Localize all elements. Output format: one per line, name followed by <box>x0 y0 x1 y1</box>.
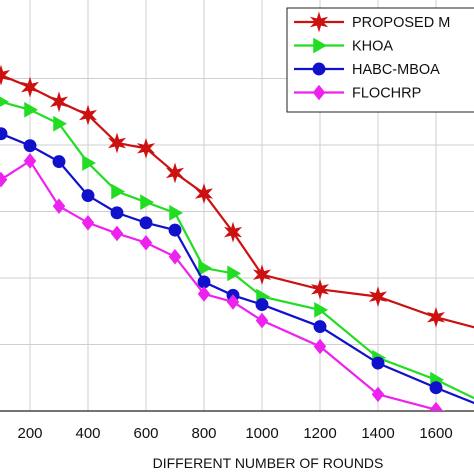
x-tick-label: 1600 <box>419 425 452 442</box>
data-point-marker <box>255 312 269 329</box>
x-tick-label: 1000 <box>245 425 278 442</box>
data-point-marker <box>313 338 327 355</box>
data-point-marker <box>371 356 385 370</box>
data-point-marker <box>168 223 182 237</box>
data-point-marker <box>313 320 327 333</box>
data-point-marker <box>0 96 10 107</box>
series-line <box>0 100 474 400</box>
data-point-marker <box>169 204 184 221</box>
data-point-marker <box>52 155 66 169</box>
series-line <box>0 132 474 405</box>
data-point-marker <box>314 302 329 318</box>
data-point-marker <box>82 155 97 171</box>
data-point-marker <box>0 64 11 86</box>
legend-label: HABC-MBOA <box>352 62 440 78</box>
data-point-marker <box>368 286 388 308</box>
data-point-marker <box>429 401 443 411</box>
data-point-marker <box>310 278 330 300</box>
data-point-marker <box>223 221 243 243</box>
data-point-marker <box>140 194 155 211</box>
data-point-marker <box>309 11 329 33</box>
data-point-marker <box>110 225 124 242</box>
series-proposed-m <box>0 64 474 329</box>
data-point-marker <box>197 286 211 302</box>
data-point-marker <box>165 162 185 184</box>
data-point-marker <box>81 215 95 231</box>
x-tick-label: 200 <box>17 425 42 442</box>
x-tick-label: 600 <box>133 425 158 442</box>
data-point-marker <box>371 386 385 403</box>
data-point-marker <box>139 216 153 230</box>
data-point-marker <box>194 183 214 205</box>
data-point-marker <box>168 248 182 265</box>
data-point-marker <box>429 381 443 395</box>
x-tick-label: 400 <box>75 425 100 442</box>
data-point-marker <box>198 260 213 276</box>
data-point-marker <box>52 198 66 214</box>
x-tick-label: 800 <box>191 425 216 442</box>
data-point-marker <box>255 298 269 312</box>
series-line <box>0 159 446 411</box>
data-point-marker <box>111 183 126 200</box>
x-tick-labels: 200 400 600 800 1000 1200 1400 1600 <box>17 425 452 442</box>
x-tick-label: 1400 <box>361 425 394 442</box>
data-point-marker <box>312 84 326 101</box>
data-point-marker <box>81 189 95 202</box>
data-point-marker <box>20 76 40 98</box>
series-khoa <box>0 96 474 400</box>
series-layer <box>0 64 474 411</box>
data-point-marker <box>107 132 127 154</box>
data-point-marker <box>23 139 37 153</box>
x-axis-label: DIFFERENT NUMBER OF ROUNDS <box>153 455 384 471</box>
legend-label: PROPOSED M <box>352 15 450 31</box>
data-point-marker <box>136 137 156 159</box>
data-point-marker <box>312 62 326 76</box>
legend-label: FLOCHRP <box>352 86 421 102</box>
data-point-marker <box>53 115 68 132</box>
legend-label: KHOA <box>352 39 393 55</box>
x-tick-label: 1200 <box>303 425 336 442</box>
data-point-marker <box>23 153 37 169</box>
series-habc-mboa <box>0 127 474 405</box>
series-flochrp <box>0 153 446 411</box>
data-point-marker <box>78 104 98 126</box>
data-point-marker <box>0 127 8 141</box>
data-point-marker <box>139 234 153 251</box>
data-point-marker <box>252 264 272 286</box>
data-point-marker <box>313 37 328 54</box>
data-point-marker <box>0 171 8 188</box>
data-point-marker <box>24 101 39 118</box>
legend: PROPOSED M KHOA HABC-MBOA FLOCHRP <box>286 7 474 113</box>
data-point-marker <box>49 91 69 113</box>
data-point-marker <box>110 206 124 220</box>
data-point-marker <box>227 265 242 282</box>
data-point-marker <box>197 275 211 289</box>
data-point-marker <box>226 294 240 310</box>
data-point-marker <box>426 306 446 328</box>
